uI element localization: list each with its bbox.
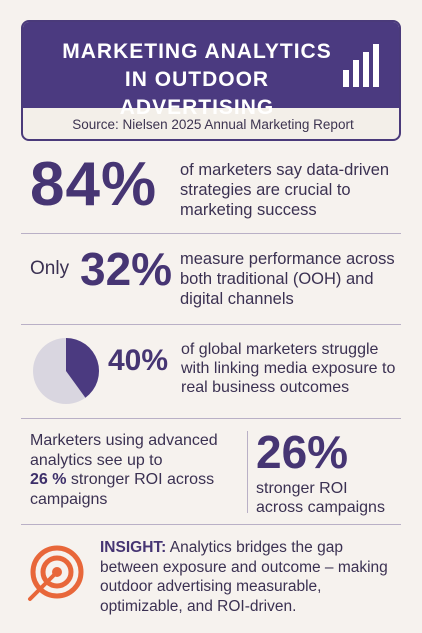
divider bbox=[21, 524, 401, 525]
stat-40-description: of global marketers struggle with linkin… bbox=[181, 341, 396, 396]
stat-26-value: 26% bbox=[256, 426, 349, 478]
title-line-2: IN OUTDOOR ADVERTISING bbox=[119, 68, 275, 119]
roi-strong-value: 26 % bbox=[30, 471, 67, 488]
bar-chart-icon bbox=[343, 44, 379, 87]
stat-84-description: of marketers say data-driven strategies … bbox=[180, 161, 390, 219]
roi-text-before: Marketers using advanced analytics see u… bbox=[30, 432, 218, 469]
roi-explanation: Marketers using advanced analytics see u… bbox=[30, 431, 240, 509]
vertical-divider bbox=[247, 431, 248, 513]
roi-text-after: stronger ROI across campaigns bbox=[30, 471, 215, 508]
page-title: MARKETING ANALYTICS IN OUTDOOR ADVERTISI… bbox=[47, 38, 347, 122]
header-title-bar: MARKETING ANALYTICS IN OUTDOOR ADVERTISI… bbox=[23, 22, 399, 119]
insight-body: Analytics bridges the gap between exposu… bbox=[100, 539, 388, 615]
divider bbox=[21, 418, 401, 419]
header-banner: MARKETING ANALYTICS IN OUTDOOR ADVERTISI… bbox=[21, 20, 401, 141]
stat-84-value: 84% bbox=[30, 150, 158, 219]
stat-26-description: stronger ROI across campaigns bbox=[256, 480, 385, 516]
stat-32-prefix: Only bbox=[30, 258, 70, 279]
title-line-1: MARKETING ANALYTICS bbox=[62, 40, 332, 63]
pie-slice-40 bbox=[66, 338, 99, 398]
stat-32-description: measure performance across both traditio… bbox=[180, 250, 395, 308]
pie-chart-icon bbox=[33, 338, 99, 404]
stat-32-value: 32% bbox=[80, 243, 173, 295]
insight-label: INSIGHT: bbox=[100, 539, 167, 556]
source-citation: Source: Nielsen 2025 Annual Marketing Re… bbox=[72, 117, 354, 132]
divider bbox=[21, 324, 401, 325]
divider bbox=[21, 233, 401, 234]
stat-40-value: 40% bbox=[108, 344, 169, 377]
target-icon bbox=[28, 545, 84, 601]
insight-text: INSIGHT: Analytics bridges the gap betwe… bbox=[100, 538, 405, 616]
